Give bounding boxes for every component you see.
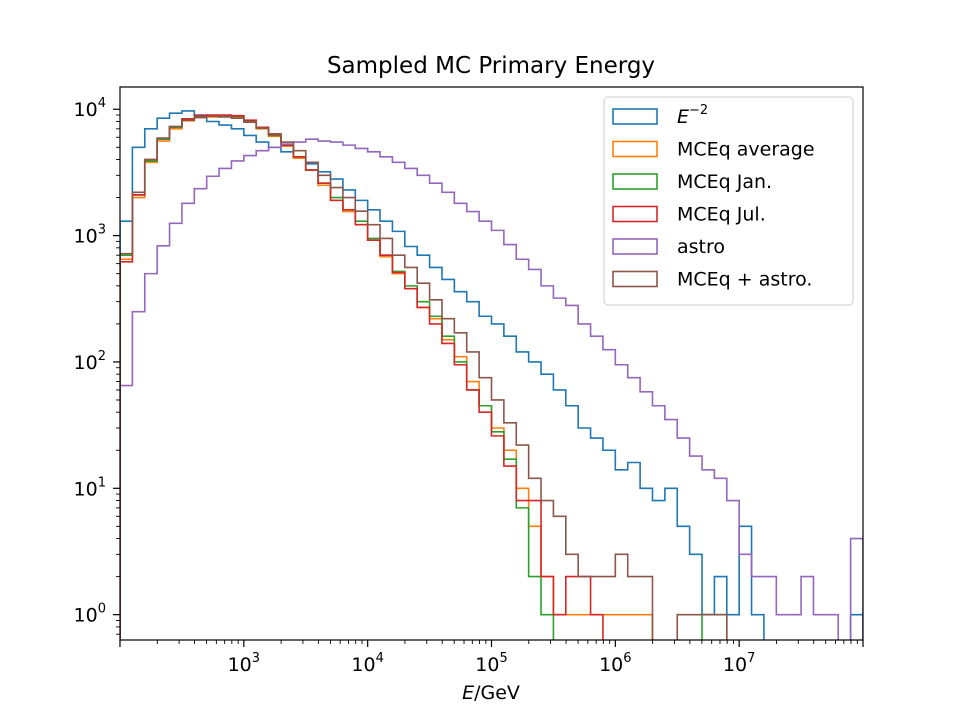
- legend-swatch-5: [612, 270, 658, 288]
- y-tick-base: 10: [74, 478, 98, 500]
- legend-swatch-0: [612, 108, 658, 125]
- legend-label-3: MCEq Jul.: [677, 204, 766, 226]
- x-axis-label: E/GeV: [462, 682, 520, 704]
- series-layer: [120, 110, 863, 640]
- x-tick-exponent: 3: [252, 651, 260, 666]
- series-line-0: [120, 110, 863, 640]
- legend-label-0: E−2: [677, 103, 708, 128]
- legend-swatch-1: [612, 140, 658, 158]
- legend-label-4: astro: [677, 236, 725, 258]
- series-line-4: [120, 138, 863, 640]
- legend-swatch-3: [612, 205, 658, 223]
- x-tick-base: 10: [351, 654, 375, 676]
- legend-swatch-2: [612, 173, 658, 190]
- legend-swatch-4: [612, 238, 658, 255]
- chart-title: Sampled MC Primary Energy: [327, 53, 655, 79]
- x-tick-base: 10: [723, 654, 747, 676]
- y-tick-base: 10: [74, 605, 98, 627]
- y-tick-base: 10: [74, 99, 98, 121]
- legend-label-1: MCEq average: [677, 139, 815, 161]
- y-tick-label: 104: [74, 96, 106, 121]
- y-tick-exponent: 0: [98, 602, 106, 617]
- legend-label-5: MCEq + astro.: [677, 269, 812, 291]
- legend-box: [603, 96, 854, 306]
- x-tick-exponent: 7: [747, 651, 755, 666]
- y-tick-exponent: 2: [98, 349, 106, 364]
- legend-label-base: E: [677, 106, 689, 128]
- y-tick-label: 102: [74, 349, 106, 374]
- x-tick-base: 10: [228, 654, 252, 676]
- x-tick-exponent: 4: [376, 651, 384, 666]
- y-tick-exponent: 3: [98, 223, 106, 238]
- series-line-3: [120, 114, 604, 640]
- y-tick-exponent: 1: [98, 475, 106, 490]
- x-tick-exponent: 5: [499, 651, 507, 666]
- x-axis-label-unit: /GeV: [474, 682, 520, 704]
- x-tick-exponent: 6: [623, 651, 631, 666]
- x-tick-label: 104: [351, 651, 383, 676]
- y-tick-base: 10: [74, 226, 98, 248]
- x-tick-label: 106: [599, 651, 631, 676]
- y-tick-base: 10: [74, 352, 98, 374]
- x-axis-label-italic: E: [462, 682, 474, 704]
- y-tick-exponent: 4: [98, 96, 106, 111]
- legend-label-2: MCEq Jan.: [677, 171, 772, 193]
- y-tick-label: 100: [74, 602, 106, 627]
- x-tick-label: 103: [228, 651, 260, 676]
- x-tick-label: 107: [723, 651, 755, 676]
- x-tick-base: 10: [599, 654, 623, 676]
- legend: E−2 MCEq average MCEq Jan. MCEq Jul. astro MC…: [603, 96, 854, 306]
- legend-label-exponent: −2: [689, 103, 708, 118]
- x-tick-label: 105: [475, 651, 507, 676]
- y-tick-label: 101: [74, 475, 106, 500]
- series-line-5: [120, 115, 728, 640]
- x-axis: 103 104 105 106 107: [119, 640, 864, 676]
- x-tick-base: 10: [475, 654, 499, 676]
- y-tick-label: 103: [74, 223, 106, 248]
